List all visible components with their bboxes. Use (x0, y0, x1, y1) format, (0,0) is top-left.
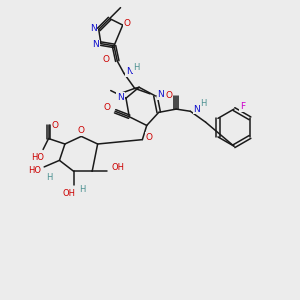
Text: O: O (78, 126, 85, 135)
Text: OH: OH (112, 164, 125, 172)
Text: O: O (124, 20, 130, 28)
Text: O: O (165, 92, 172, 100)
Text: OH: OH (63, 189, 76, 198)
Text: O: O (146, 133, 152, 142)
Text: H: H (46, 173, 53, 182)
Text: HO: HO (31, 153, 44, 162)
Text: N: N (126, 68, 133, 76)
Text: O: O (52, 121, 58, 130)
Text: N: N (158, 90, 164, 99)
Text: H: H (79, 185, 85, 194)
Text: F: F (240, 102, 245, 111)
Text: H: H (133, 63, 139, 72)
Text: N: N (92, 40, 99, 49)
Text: N: N (90, 24, 97, 33)
Text: H: H (200, 99, 207, 108)
Text: N: N (194, 105, 200, 114)
Text: N: N (117, 93, 124, 102)
Text: O: O (103, 56, 110, 64)
Text: O: O (104, 103, 111, 112)
Text: HO: HO (28, 166, 41, 175)
